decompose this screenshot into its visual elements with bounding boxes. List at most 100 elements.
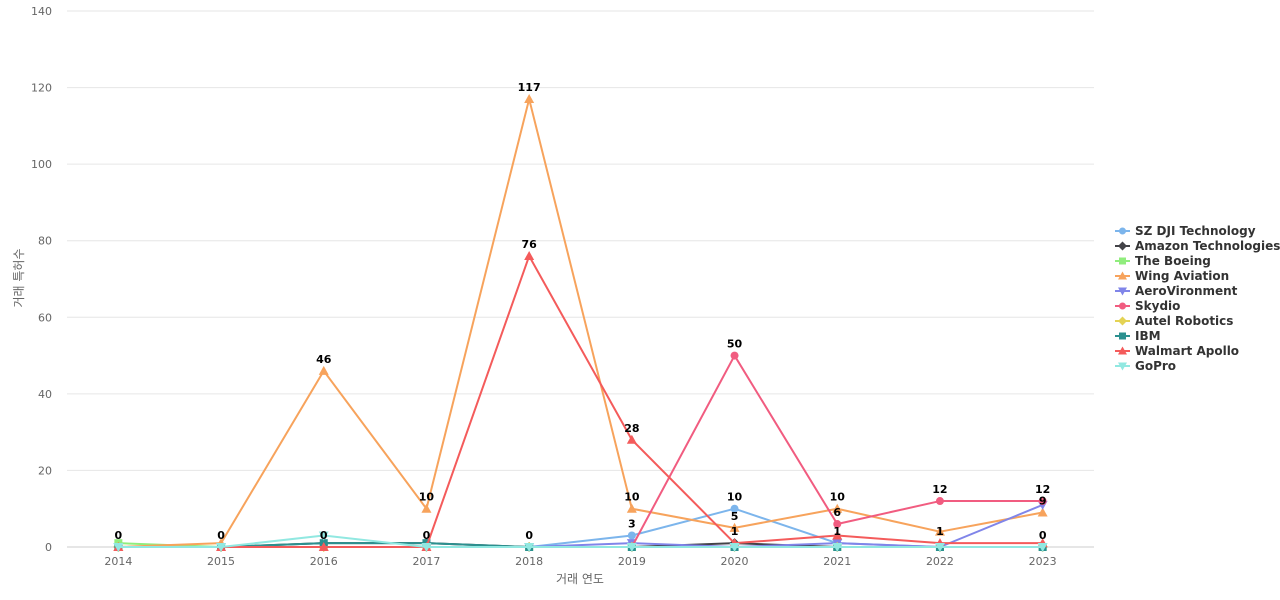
legend-marker bbox=[1119, 302, 1126, 310]
data-label: 28 bbox=[624, 422, 639, 435]
axis-layer: 거래 연도 거래 특허수 2014 2015 2016 2017 2018 2019 202… bbox=[12, 248, 1057, 586]
y-tick-label: 100 bbox=[31, 158, 52, 171]
data-label: 0 bbox=[217, 529, 225, 542]
data-point[interactable] bbox=[1037, 507, 1048, 517]
x-tick-label: 2021 bbox=[823, 555, 851, 568]
data-point[interactable] bbox=[524, 543, 535, 552]
data-point[interactable] bbox=[833, 520, 842, 529]
legend-item[interactable]: Wing Aviation bbox=[1115, 269, 1229, 283]
legend-item[interactable]: Autel Robotics bbox=[1115, 314, 1233, 328]
x-tick-label: 2020 bbox=[721, 555, 749, 568]
x-tick-label: 2022 bbox=[926, 555, 954, 568]
data-point[interactable] bbox=[729, 522, 740, 532]
data-point[interactable] bbox=[730, 351, 739, 360]
data-point[interactable] bbox=[934, 543, 945, 552]
legend-label: IBM bbox=[1135, 329, 1161, 343]
x-tick-label: 2018 bbox=[515, 555, 543, 568]
series-line[interactable] bbox=[118, 534, 1043, 548]
data-label: 10 bbox=[419, 491, 435, 504]
data-label: 0 bbox=[115, 529, 123, 542]
data-point[interactable] bbox=[730, 504, 739, 513]
y-tick-label: 80 bbox=[38, 235, 52, 248]
legend-item[interactable]: GoPro bbox=[1115, 359, 1176, 373]
data-point[interactable] bbox=[113, 543, 124, 552]
legend-label: The Boeing bbox=[1135, 254, 1211, 268]
series-gopro bbox=[113, 531, 1048, 552]
data-point[interactable] bbox=[524, 251, 535, 261]
x-tick-label: 2019 bbox=[618, 555, 646, 568]
y-tick-label: 20 bbox=[38, 464, 52, 477]
data-point[interactable] bbox=[729, 543, 740, 552]
data-point[interactable] bbox=[934, 526, 945, 536]
legend-label: Wing Aviation bbox=[1135, 269, 1229, 283]
x-tick-label: 2015 bbox=[207, 555, 235, 568]
data-point[interactable] bbox=[421, 543, 432, 552]
legend-marker bbox=[1118, 316, 1127, 326]
y-tick-label: 0 bbox=[45, 541, 52, 554]
data-point[interactable] bbox=[832, 543, 843, 552]
data-point[interactable] bbox=[318, 531, 329, 541]
legend-marker bbox=[1119, 332, 1126, 340]
data-label: 0 bbox=[1039, 529, 1047, 542]
data-point[interactable] bbox=[1038, 497, 1047, 506]
legend-item[interactable]: AeroVironment bbox=[1115, 284, 1238, 298]
data-label: 1 bbox=[936, 525, 944, 538]
legend-item[interactable]: IBM bbox=[1115, 329, 1161, 343]
data-point[interactable] bbox=[421, 503, 432, 513]
x-tick-label: 2023 bbox=[1029, 555, 1057, 568]
data-point[interactable] bbox=[832, 530, 843, 540]
data-point[interactable] bbox=[216, 543, 227, 552]
data-point[interactable] bbox=[1037, 543, 1048, 552]
legend-marker bbox=[1118, 271, 1127, 280]
data-label: 1 bbox=[833, 525, 841, 538]
x-tick-label: 2016 bbox=[310, 555, 338, 568]
y-tick-label: 60 bbox=[38, 311, 52, 324]
series-line[interactable] bbox=[118, 255, 1043, 548]
data-label: 117 bbox=[518, 81, 541, 94]
legend-label: Autel Robotics bbox=[1135, 314, 1233, 328]
data-label: 10 bbox=[727, 491, 743, 504]
legend-item[interactable]: SZ DJI Technology bbox=[1115, 224, 1256, 238]
series-line[interactable] bbox=[118, 98, 1043, 548]
legend-item[interactable]: The Boeing bbox=[1115, 254, 1211, 268]
legend-marker bbox=[1119, 257, 1126, 265]
data-point[interactable] bbox=[626, 503, 637, 513]
legend-item[interactable]: Walmart Apollo bbox=[1115, 344, 1239, 358]
data-label: 6 bbox=[833, 506, 841, 519]
data-point[interactable] bbox=[627, 531, 636, 540]
data-label: 0 bbox=[320, 529, 328, 542]
y-axis-title: 거래 특허수 bbox=[12, 248, 26, 307]
x-axis-title: 거래 연도 bbox=[556, 572, 604, 586]
data-label: 10 bbox=[624, 491, 640, 504]
data-point[interactable] bbox=[626, 434, 637, 444]
legend-marker bbox=[1118, 241, 1127, 251]
data-label: 46 bbox=[316, 353, 332, 366]
x-tick-label: 2017 bbox=[412, 555, 440, 568]
legend-item[interactable]: Amazon Technologies bbox=[1115, 239, 1280, 253]
data-point[interactable] bbox=[524, 94, 535, 104]
data-label: 76 bbox=[521, 238, 537, 251]
data-point[interactable] bbox=[318, 365, 329, 375]
y-tick-label: 120 bbox=[31, 82, 52, 95]
legend-label: SZ DJI Technology bbox=[1135, 224, 1256, 238]
legend-label: Amazon Technologies bbox=[1135, 239, 1280, 253]
legend-label: GoPro bbox=[1135, 359, 1176, 373]
data-point[interactable] bbox=[318, 542, 329, 551]
legend-marker bbox=[1118, 362, 1127, 371]
series-skydio bbox=[114, 351, 1047, 551]
series-layer bbox=[113, 94, 1048, 552]
series-line[interactable] bbox=[118, 354, 1043, 548]
data-label: 9 bbox=[1039, 495, 1047, 508]
y-tick-label: 140 bbox=[31, 5, 52, 18]
legend-label: AeroVironment bbox=[1135, 284, 1238, 298]
data-point[interactable] bbox=[626, 543, 637, 552]
data-label: 3 bbox=[628, 518, 636, 531]
data-label: 50 bbox=[727, 338, 743, 351]
data-point[interactable] bbox=[935, 497, 944, 506]
data-point[interactable] bbox=[832, 503, 843, 513]
legend-item[interactable]: Skydio bbox=[1115, 299, 1180, 313]
data-label: 1 bbox=[731, 525, 739, 538]
x-tick-label: 2014 bbox=[104, 555, 132, 568]
